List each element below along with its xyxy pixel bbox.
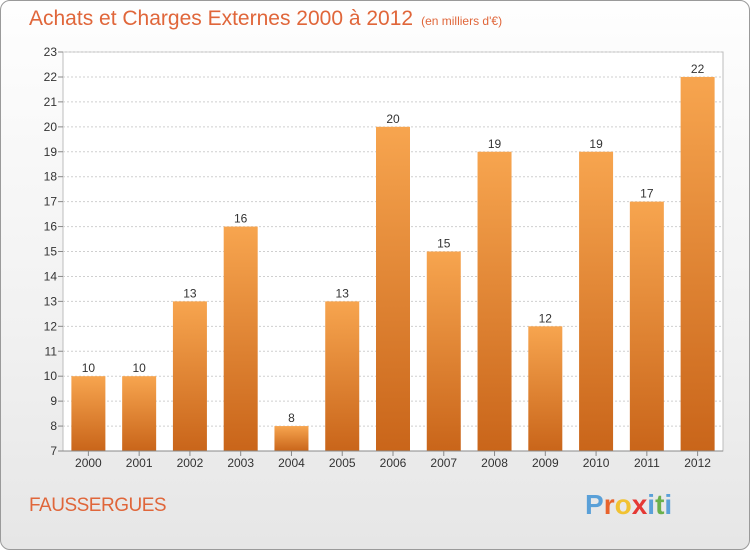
x-tick-label: 2003 — [227, 456, 254, 470]
data-label: 13 — [336, 286, 350, 300]
chart-title: Achats et Charges Externes 2000 à 2012 (e… — [29, 7, 502, 31]
y-tick-label: 9 — [50, 394, 57, 408]
y-tick-label: 7 — [50, 444, 57, 458]
y-tick-label: 20 — [44, 120, 58, 134]
bar — [579, 151, 614, 451]
data-label: 19 — [589, 137, 603, 151]
x-tick-label: 2008 — [481, 456, 508, 470]
bar — [223, 226, 258, 451]
chart-title-text: Achats et Charges Externes 2000 à 2012 — [29, 7, 414, 30]
bar — [376, 126, 410, 451]
y-tick-label: 18 — [44, 170, 58, 184]
y-tick-label: 15 — [44, 245, 58, 259]
bar — [71, 376, 106, 451]
y-tick-label: 8 — [50, 419, 57, 433]
data-label: 10 — [82, 361, 96, 375]
data-label: 22 — [691, 62, 705, 76]
data-label: 20 — [386, 112, 400, 126]
data-label: 19 — [488, 137, 502, 151]
y-tick-label: 17 — [44, 195, 58, 209]
bar — [274, 426, 309, 451]
data-label: 10 — [132, 361, 146, 375]
logo-letter: P — [585, 489, 604, 520]
bar — [172, 301, 207, 451]
y-tick-label: 14 — [44, 269, 58, 283]
x-tick-label: 2002 — [177, 456, 204, 470]
y-tick-label: 21 — [44, 95, 58, 109]
y-tick-label: 13 — [44, 294, 58, 308]
data-label: 17 — [640, 187, 654, 201]
y-tick-label: 16 — [44, 220, 58, 234]
proxiti-logo: Proxiti — [585, 489, 672, 521]
logo-letter: r — [603, 489, 615, 520]
y-tick-label: 12 — [44, 319, 58, 333]
bar — [680, 76, 715, 451]
y-tick-label: 19 — [44, 145, 58, 159]
data-label: 15 — [437, 237, 451, 251]
bar — [325, 301, 360, 451]
data-label: 12 — [539, 311, 553, 325]
logo-letter: o — [614, 489, 632, 520]
data-label: 8 — [288, 411, 295, 425]
bar — [426, 251, 461, 451]
x-tick-label: 2005 — [329, 456, 356, 470]
bar — [629, 201, 664, 451]
logo-letter: t — [655, 489, 665, 520]
logo-letter: i — [647, 489, 656, 520]
x-tick-label: 2007 — [430, 456, 457, 470]
commune-name: FAUSSERGUES — [29, 495, 167, 516]
y-tick-label: 11 — [45, 344, 58, 358]
y-tick-label: 22 — [44, 70, 58, 84]
x-tick-label: 2000 — [75, 456, 102, 470]
bar — [477, 151, 512, 451]
logo-letter: i — [664, 489, 673, 520]
bar — [122, 376, 157, 451]
data-label: 13 — [183, 286, 197, 300]
x-tick-label: 2001 — [126, 456, 153, 470]
y-tick-label: 23 — [44, 45, 58, 59]
x-tick-label: 2010 — [583, 456, 610, 470]
x-tick-label: 2004 — [278, 456, 305, 470]
x-tick-label: 2012 — [684, 456, 711, 470]
logo-letter: x — [631, 489, 648, 520]
bar — [528, 326, 563, 451]
x-tick-label: 2009 — [532, 456, 559, 470]
data-label: 16 — [234, 212, 248, 226]
y-tick-label: 10 — [44, 369, 58, 383]
chart-unit: (en milliers d'€) — [421, 14, 503, 28]
x-tick-label: 2011 — [634, 456, 660, 470]
x-tick-label: 2006 — [380, 456, 407, 470]
